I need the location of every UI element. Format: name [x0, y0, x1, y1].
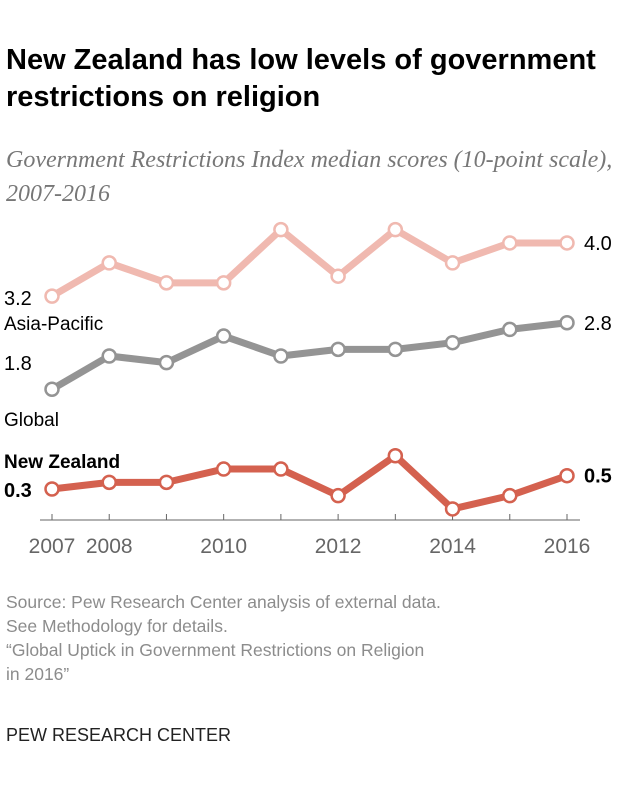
new-zealand-point — [444, 501, 461, 517]
x-tick-label: 2008 — [86, 535, 133, 558]
x-tick-label: 2012 — [315, 535, 362, 558]
new-zealand-end-label: 0.5 — [584, 466, 612, 488]
global-point — [502, 321, 518, 338]
source-line: “Global Uptick in Government Restriction… — [6, 640, 425, 660]
asia-pacific-line — [50, 226, 567, 300]
global-point — [273, 348, 289, 364]
global-end-label: 2.8 — [584, 313, 612, 335]
asia-pacific-start-label: 3.2 — [4, 288, 32, 310]
asia-pacific-point — [387, 221, 404, 238]
asia-pacific-point — [158, 275, 175, 291]
global-point — [559, 315, 575, 331]
new-zealand-point — [273, 461, 289, 477]
source-line: Source: Pew Research Center analysis of … — [6, 592, 441, 612]
new-zealand-point — [44, 481, 60, 497]
new-zealand-point — [158, 474, 175, 491]
brand-logo-text: PEW RESEARCH CENTER — [6, 725, 232, 745]
global-point — [158, 354, 175, 371]
global-series-name: Global — [4, 410, 59, 431]
x-tick-label: 2010 — [200, 535, 247, 558]
new-zealand-point — [559, 467, 575, 484]
global-point — [215, 328, 232, 344]
source-line: in 2016” — [6, 664, 70, 684]
source-note: Source: Pew Research Center analysis of … — [6, 590, 606, 686]
global-point — [44, 381, 60, 397]
source-line: See Methodology for details. — [6, 616, 228, 636]
asia-pacific-series-name: Asia-Pacific — [4, 314, 103, 335]
asia-pacific-end-label: 4.0 — [584, 233, 612, 255]
x-tick-label: 2014 — [429, 535, 476, 558]
new-zealand-series-name: New Zealand — [4, 452, 120, 473]
asia-pacific-point — [502, 235, 518, 251]
global-point — [387, 341, 404, 358]
asia-pacific-point — [559, 235, 575, 251]
chart-subtitle: Government Restrictions Index median sco… — [6, 147, 613, 207]
new-zealand-point — [387, 448, 404, 464]
asia-pacific-point — [330, 268, 346, 284]
x-tick-label: 2016 — [544, 535, 591, 558]
global-point — [444, 334, 461, 351]
asia-pacific-point — [444, 255, 461, 271]
chart-title: New Zealand has low levels of government… — [6, 44, 596, 113]
new-zealand-line — [51, 452, 569, 513]
new-zealand-point — [330, 487, 346, 504]
new-zealand-start-label: 0.3 — [4, 480, 32, 502]
new-zealand-point — [215, 461, 232, 477]
asia-pacific-point — [101, 255, 117, 271]
global-line — [50, 319, 568, 393]
global-start-label: 1.8 — [4, 353, 32, 375]
global-point — [101, 348, 117, 364]
asia-pacific-point — [273, 221, 289, 238]
x-tick-label: 2007 — [29, 535, 76, 558]
new-zealand-point — [101, 474, 117, 491]
asia-pacific-point — [215, 275, 232, 291]
global-point — [330, 341, 346, 358]
asia-pacific-point — [44, 288, 60, 304]
new-zealand-point — [502, 487, 518, 504]
